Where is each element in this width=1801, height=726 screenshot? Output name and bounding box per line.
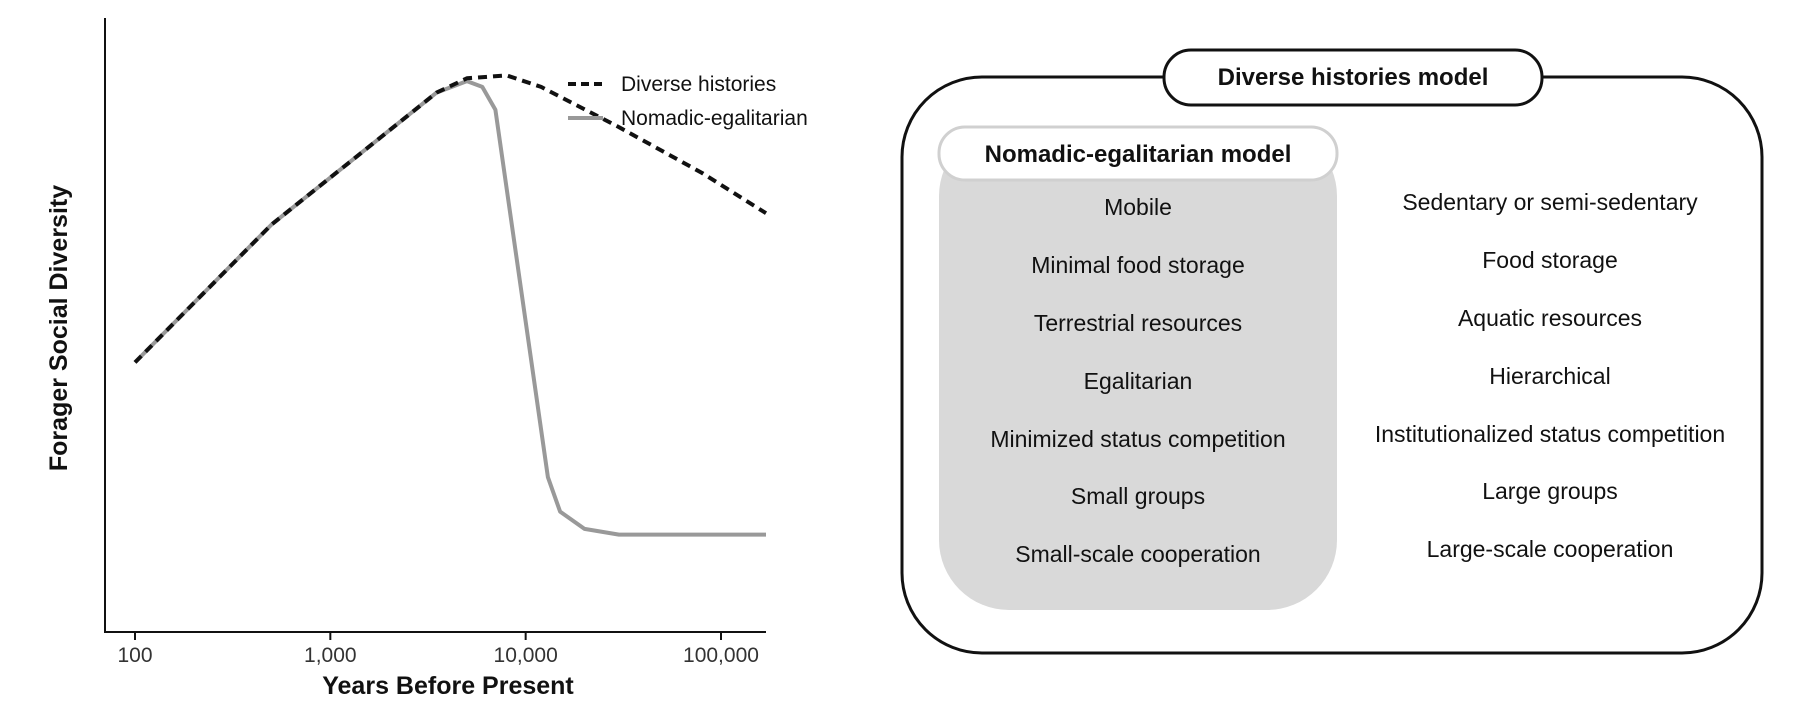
diverse-trait: Aquatic resources <box>1458 305 1642 331</box>
diverse-histories-model-title: Diverse histories model <box>1218 64 1489 91</box>
series-line-diverse-histories <box>133 73 768 364</box>
diverse-histories-title-pill <box>1162 48 1544 107</box>
legend-label-nomadic-egalitarian: Nomadic-egalitarian <box>621 107 808 130</box>
y-axis-title: Forager Social Diversity <box>45 185 73 471</box>
nomadic-egalitarian-model-title: Nomadic-egalitarian model <box>985 141 1292 168</box>
x-tick-label: 100,000 <box>683 644 759 667</box>
nomadic-trait: Minimized status competition <box>990 426 1285 452</box>
nomadic-trait: Minimal food storage <box>1031 252 1245 278</box>
diverse-trait: Hierarchical <box>1489 363 1610 389</box>
diverse-histories-trait-list: Sedentary or semi-sedentary Food storage… <box>1375 189 1725 562</box>
nomadic-trait: Terrestrial resources <box>1034 310 1242 336</box>
nomadic-trait: Egalitarian <box>1084 368 1193 394</box>
legend-label-diverse-histories: Diverse histories <box>621 73 776 96</box>
nomadic-egalitarian-trait-list: Mobile Minimal food storage Terrestrial … <box>990 194 1285 567</box>
diverse-trait: Sedentary or semi-sedentary <box>1402 189 1698 215</box>
diverse-trait: Large groups <box>1482 478 1618 504</box>
series-line-nomadic-egalitarian <box>133 79 766 537</box>
nomadic-trait: Mobile <box>1104 194 1172 220</box>
series-layer <box>133 73 768 537</box>
nomadic-egalitarian-box <box>939 126 1337 610</box>
x-tick-label: 10,000 <box>494 644 558 667</box>
forager-diversity-chart: 100 1,000 10,000 100,000 Years Before Prese… <box>45 18 808 700</box>
nomadic-egalitarian-title-pill <box>937 125 1339 182</box>
chart-legend: Diverse histories Nomadic-egalitarian <box>568 73 808 130</box>
diverse-trait: Institutionalized status competition <box>1375 421 1725 447</box>
nomadic-trait: Small-scale cooperation <box>1015 541 1260 567</box>
diverse-trait: Large-scale cooperation <box>1427 536 1674 562</box>
diverse-trait: Food storage <box>1482 247 1618 273</box>
x-tick-label: 100 <box>117 644 152 667</box>
x-tick-label: 1,000 <box>304 644 357 667</box>
nomadic-trait: Small groups <box>1071 483 1205 509</box>
x-axis-ticks: 100 1,000 10,000 100,000 <box>117 632 759 667</box>
models-diagram: Nomadic-egalitarian model Diverse histor… <box>900 48 1764 655</box>
x-axis-title: Years Before Present <box>322 672 574 700</box>
